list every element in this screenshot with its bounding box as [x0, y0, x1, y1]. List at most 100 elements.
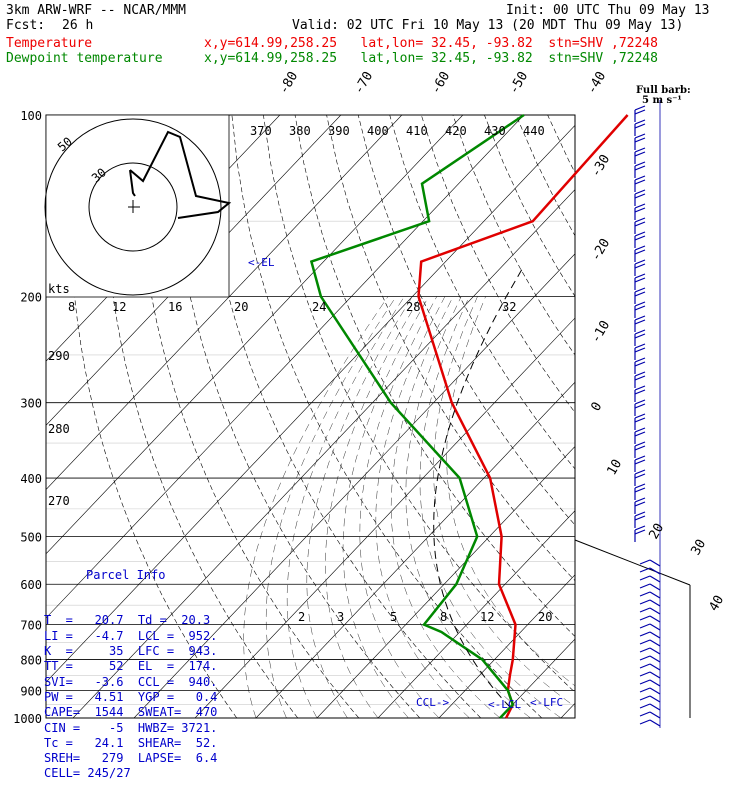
wind-barb — [635, 526, 645, 530]
wind-barb — [635, 124, 645, 128]
wind-barb — [650, 584, 660, 590]
parcel-info-line: PW = 4.51 YGP = 0.4 — [44, 690, 230, 705]
mixing-ratio-label: 5 — [390, 610, 397, 624]
dry-adiabat — [295, 115, 664, 718]
theta-label: 380 — [289, 124, 311, 138]
wind-barb — [650, 664, 660, 670]
hodo-speed-label: 24 — [312, 300, 326, 314]
isotherm-line — [256, 115, 740, 718]
wind-barb — [650, 576, 660, 582]
dewpoint-line — [311, 115, 524, 718]
lcl-marker: <-LCL — [488, 698, 521, 711]
pressure-tick-label: 300 — [20, 397, 42, 411]
wind-barb — [635, 362, 645, 366]
wind-barb — [635, 372, 645, 376]
lfc-marker: <-LFC — [530, 696, 563, 709]
wind-barb — [635, 386, 645, 390]
wind-barb — [650, 600, 660, 606]
wind-barb — [635, 278, 645, 282]
wind-barb — [635, 456, 645, 460]
isotherm-line — [439, 115, 740, 718]
wind-barb — [640, 704, 650, 708]
parcel-info-line: K = 35 LFC = 943. — [44, 644, 230, 659]
wind-barb — [640, 632, 650, 636]
parcel-info-line: CELL= 245/27 — [44, 766, 230, 781]
wind-barb — [640, 560, 650, 564]
wind-barb — [635, 250, 645, 254]
wind-barb — [635, 428, 645, 432]
wind-barb — [635, 274, 645, 278]
pressure-tick-label: 800 — [20, 654, 42, 668]
dry-adiabat — [484, 115, 740, 718]
wind-barb — [640, 592, 650, 596]
wind-barb — [635, 180, 645, 184]
mixing-ratio-label: 20 — [538, 610, 552, 624]
forecast-label: Fcst: — [6, 18, 45, 33]
wind-barb — [650, 720, 660, 726]
wind-barb — [635, 190, 645, 194]
isotherm-label: 20 — [646, 521, 667, 542]
wind-barb — [640, 688, 650, 692]
mixing-ratio-label: 12 — [480, 610, 494, 624]
ccl-marker: CCL-> — [416, 696, 449, 709]
dry-adiabat — [706, 115, 740, 718]
wind-barb — [640, 640, 650, 644]
isotherm-label: -70 — [351, 69, 376, 97]
wind-barb — [635, 236, 645, 240]
moist-adiabat — [447, 297, 622, 719]
wind-barb — [635, 138, 645, 142]
wind-barb — [650, 712, 660, 718]
wind-barb — [635, 348, 645, 352]
wind-barb — [635, 246, 645, 250]
forecast-hours: 26 h — [62, 18, 93, 33]
wind-barb — [640, 568, 650, 572]
isotherm-label: -20 — [588, 236, 613, 264]
hodo-speed-label: 8 — [68, 300, 75, 314]
barb-legend-line2: 5 m s⁻¹ — [636, 96, 691, 106]
pressure-tick-label: 500 — [20, 530, 42, 544]
hodo-speed-label: 12 — [112, 300, 126, 314]
wind-barb — [635, 110, 645, 114]
wind-barb — [635, 218, 645, 222]
moist-adiabat — [360, 297, 439, 719]
wind-barb — [635, 232, 645, 236]
wind-barb — [635, 208, 645, 212]
wind-barb — [650, 656, 660, 662]
wind-barb — [635, 120, 645, 124]
parcel-info-line: CAPE= 1544 SWEAT= 470 — [44, 705, 230, 720]
wind-barb — [635, 148, 645, 152]
theta-label: 440 — [523, 124, 545, 138]
pressure-tick-label: 100 — [20, 109, 42, 123]
pressure-tick-label: 400 — [20, 472, 42, 486]
moist-adiabat — [420, 297, 561, 719]
wind-barb — [635, 330, 645, 334]
wind-barb — [640, 712, 650, 716]
wind-barb — [635, 134, 645, 138]
isotherm-label: 0 — [588, 400, 605, 414]
parcel-trace — [434, 269, 523, 707]
wind-barb — [650, 560, 660, 566]
isotherm-label: -50 — [506, 69, 531, 97]
mixing-ratio-label: 8 — [440, 610, 447, 624]
wind-barbs — [635, 100, 660, 728]
pressure-tick-label: 600 — [20, 578, 42, 592]
pressure-tick-label: 1000 — [13, 712, 42, 726]
isotherm-label: -80 — [276, 69, 301, 97]
frame-diagonal — [575, 540, 690, 585]
wind-barb — [635, 400, 645, 404]
isotherm-line — [317, 115, 740, 718]
wind-barb — [640, 680, 650, 684]
wind-barb — [640, 656, 650, 660]
isotherm-line — [500, 115, 740, 718]
theta-left-label: 280 — [48, 422, 70, 436]
temperature-legend: Temperature — [6, 36, 92, 51]
barb-legend: Full barb: 5 m s⁻¹ — [636, 86, 691, 106]
mixing-ratio-label: 3 — [337, 610, 344, 624]
wind-barb — [635, 166, 645, 170]
dewpoint-location: x,y=614.99,258.25 lat,lon= 32.45, -93.82… — [204, 51, 658, 66]
mixing-ratio-label: 2 — [298, 610, 305, 624]
wind-barb — [635, 474, 645, 478]
wind-barb — [635, 358, 645, 362]
